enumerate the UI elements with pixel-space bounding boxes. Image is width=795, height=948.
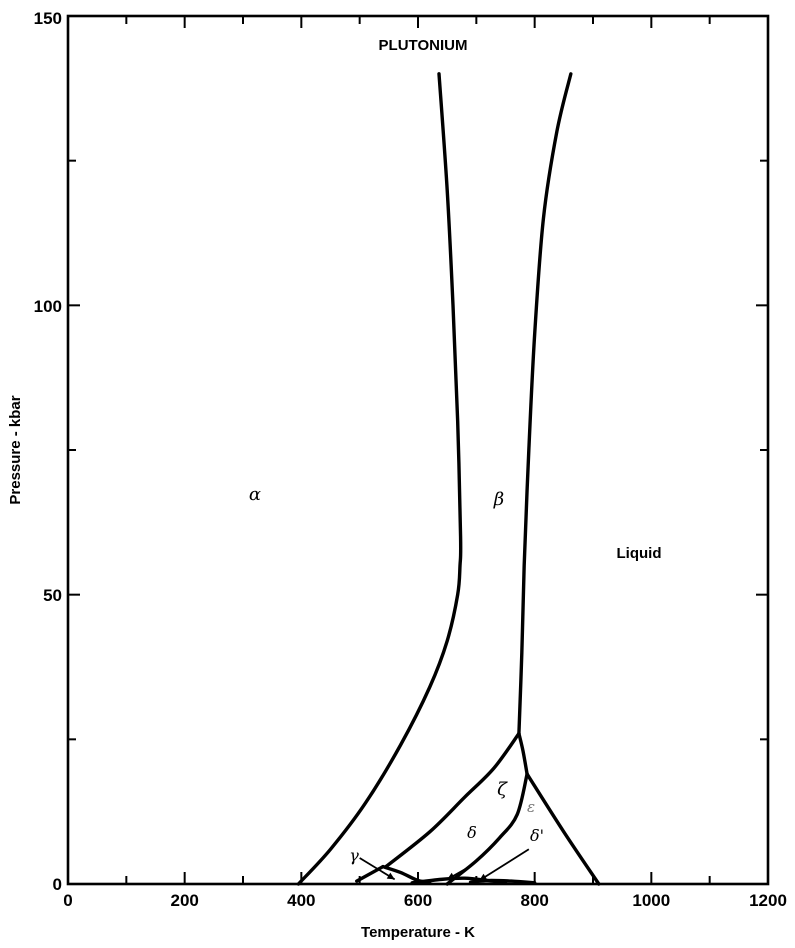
delta_prime-leader-arrow [478, 848, 530, 882]
arrowhead-icon [479, 873, 488, 881]
axis-ticks [68, 16, 768, 884]
x-axis-title: Temperature - K [361, 924, 475, 941]
beta-liquid-melting-curve-curve [517, 72, 573, 736]
y-tick-100: 100 [34, 297, 62, 316]
x-tick-200: 200 [171, 891, 199, 910]
zeta-liquid-boundary-curve [517, 731, 529, 776]
delta-prime-region-curve [468, 878, 537, 885]
phase-label-delta: δ [467, 823, 477, 842]
phase-label-delta-prime: δ' [530, 826, 544, 845]
epsilon-liquid-melting-curve-curve [525, 772, 601, 886]
phase-label-liquid: Liquid [617, 545, 662, 562]
x-tick-1200: 1200 [749, 891, 787, 910]
plot-frame [66, 14, 770, 886]
x-tick-0: 0 [63, 891, 72, 910]
phase-label-zeta: ζ [497, 779, 508, 800]
x-tick-800: 800 [521, 891, 549, 910]
label-leader-arrows [359, 848, 530, 882]
x-tick-400: 400 [287, 891, 315, 910]
x-tick-600: 600 [404, 891, 432, 910]
phase-boundaries [296, 72, 601, 886]
y-axis-title: Pressure - kbar [7, 395, 24, 504]
phase-label-beta: β [493, 489, 504, 510]
alpha-beta-boundary-curve [296, 72, 463, 886]
chart-title: PLUTONIUM [379, 37, 468, 54]
y-tick-0: 0 [53, 875, 62, 894]
phase-label-epsilon: ε [527, 798, 535, 816]
y-tick-150: 150 [34, 9, 62, 28]
phase-label-alpha: α [249, 484, 261, 505]
arrowhead-icon [447, 872, 456, 880]
y-tick-50: 50 [43, 586, 62, 605]
phase-label-gamma: γ [349, 846, 359, 865]
x-tick-1000: 1000 [632, 891, 670, 910]
zeta-epsilon-boundary-curve [445, 772, 529, 886]
beta-zeta-boundary-curve [384, 731, 521, 869]
arrowhead-icon [386, 872, 395, 880]
